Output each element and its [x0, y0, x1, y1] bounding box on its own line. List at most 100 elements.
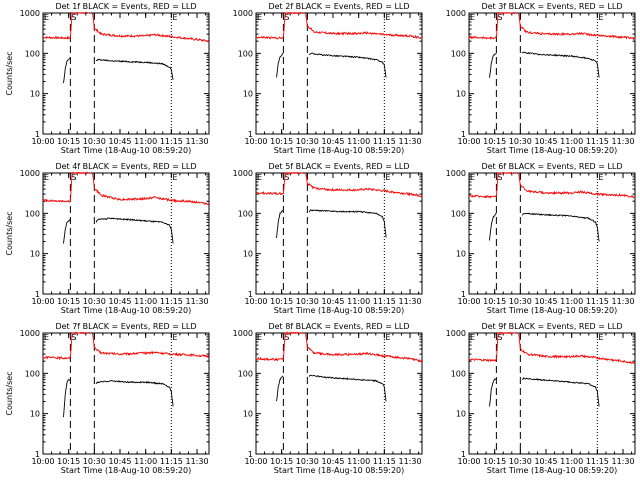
events-series-line	[522, 212, 600, 242]
end-marker: E	[172, 333, 177, 342]
y-tick-label: 100	[451, 49, 466, 58]
events-series-line	[308, 52, 387, 78]
end-marker: E	[385, 333, 390, 342]
events-series-line	[276, 209, 284, 239]
y-tick-label: 1000	[233, 329, 253, 338]
detector-panel: Det 6f BLACK = Events, RED = LLD 1 10 100 10…	[426, 160, 639, 320]
detector-panel: Det 8f BLACK = Events, RED = LLD 1 10 100 10…	[213, 320, 426, 480]
y-tick-label: 1	[248, 450, 253, 459]
chart-svg: Det 7f BLACK = Events, RED = LLD 1 10 100 10…	[5, 322, 210, 475]
y-tick-label: 1000	[233, 169, 253, 178]
chart-title: Det 7f BLACK = Events, RED = LLD	[55, 322, 196, 331]
y-tick-label: 100	[238, 209, 253, 218]
start-marker: S	[497, 13, 502, 22]
x-tick-label: 11:30	[398, 297, 421, 306]
x-tick-label: 10:30	[509, 137, 532, 146]
lld-series-line	[92, 173, 210, 206]
y-tick-label: 10	[30, 410, 40, 419]
events-series-line	[522, 376, 600, 407]
end-marker: E	[257, 333, 262, 342]
y-tick-label: 10	[456, 250, 466, 259]
y-axis-label: Counts/sec	[5, 371, 14, 415]
x-tick-label: 10:30	[509, 297, 532, 306]
events-series-line	[63, 219, 71, 244]
y-tick-label: 1	[461, 450, 466, 459]
plot-frame	[255, 172, 423, 295]
start-marker: S	[284, 173, 289, 182]
events-series-line	[308, 374, 387, 402]
plot-frame	[42, 12, 210, 135]
lld-series-line	[42, 355, 71, 361]
x-tick-label: 11:30	[611, 137, 634, 146]
y-tick-label: 10	[243, 90, 253, 99]
plot-frame	[468, 172, 636, 295]
x-tick-label: 10:15	[57, 297, 80, 306]
end-marker: E	[172, 173, 177, 182]
x-tick-label: 10:15	[270, 297, 293, 306]
chart-title: Det 5f BLACK = Events, RED = LLD	[268, 162, 409, 171]
end-marker: E	[598, 13, 603, 22]
x-tick-label: 10:30	[509, 457, 532, 466]
y-tick-label: 100	[238, 369, 253, 378]
x-tick-label: 10:45	[534, 297, 557, 306]
lld-series-line	[518, 332, 636, 364]
y-tick-label: 100	[238, 49, 253, 58]
chart-svg: Det 8f BLACK = Events, RED = LLD 1 10 100 10…	[233, 322, 423, 475]
y-tick-label: 10	[456, 410, 466, 419]
x-axis-label: Start Time (18-Aug-10 08:59:20)	[487, 306, 618, 315]
chart-svg: Det 9f BLACK = Events, RED = LLD 1 10 100 10…	[446, 322, 636, 475]
lld-series-line	[468, 358, 497, 363]
events-series-line	[63, 379, 71, 418]
x-axis-label: Start Time (18-Aug-10 08:59:20)	[61, 146, 192, 155]
lld-series-line	[255, 190, 284, 196]
x-tick-label: 10:45	[321, 297, 344, 306]
x-tick-label: 10:00	[244, 297, 267, 306]
x-tick-label: 10:15	[483, 137, 506, 146]
detector-panel: Det 7f BLACK = Events, RED = LLD 1 10 100 10…	[0, 320, 213, 480]
detector-panel: Det 5f BLACK = Events, RED = LLD 1 10 100 10…	[213, 160, 426, 320]
x-tick-label: 10:15	[483, 297, 506, 306]
start-marker: S	[71, 13, 76, 22]
x-tick-label: 10:45	[108, 137, 131, 146]
events-series-line	[95, 58, 174, 80]
x-tick-label: 10:45	[321, 137, 344, 146]
y-tick-label: 100	[25, 209, 40, 218]
x-tick-label: 10:00	[31, 457, 54, 466]
end-marker: E	[172, 13, 177, 22]
end-marker: E	[385, 173, 390, 182]
start-marker: S	[71, 173, 76, 182]
lld-series-line	[305, 333, 423, 363]
events-series-line	[95, 217, 174, 244]
chart-title: Det 4f BLACK = Events, RED = LLD	[55, 162, 196, 171]
y-axis-label: Counts/sec	[5, 51, 14, 95]
detector-panel: Det 9f BLACK = Events, RED = LLD 1 10 100 10…	[426, 320, 639, 480]
start-marker: S	[284, 13, 289, 22]
x-tick-label: 11:15	[160, 137, 183, 146]
x-tick-label: 11:30	[185, 457, 208, 466]
y-tick-label: 10	[243, 250, 253, 259]
lld-series-line	[305, 13, 423, 40]
detector-panel: Det 2f BLACK = Events, RED = LLD 1 10 100 10…	[213, 0, 426, 160]
x-tick-label: 11:15	[586, 137, 609, 146]
x-tick-label: 11:00	[134, 137, 157, 146]
x-tick-label: 10:45	[108, 457, 131, 466]
lld-series-line	[42, 198, 71, 203]
chart-svg: Det 1f BLACK = Events, RED = LLD 1 10 100 10…	[5, 2, 210, 155]
x-tick-label: 10:45	[534, 137, 557, 146]
x-tick-label: 10:30	[83, 297, 106, 306]
x-tick-label: 11:30	[398, 457, 421, 466]
y-tick-label: 1000	[446, 9, 466, 18]
lld-series-line	[92, 333, 210, 359]
y-tick-label: 1	[35, 130, 40, 139]
chart-svg: Det 5f BLACK = Events, RED = LLD 1 10 100 10…	[233, 162, 423, 315]
y-tick-label: 1	[35, 290, 40, 299]
x-tick-label: 11:00	[347, 457, 370, 466]
x-tick-label: 10:15	[57, 457, 80, 466]
x-tick-label: 10:00	[244, 137, 267, 146]
y-tick-label: 10	[456, 90, 466, 99]
x-tick-label: 11:00	[134, 457, 157, 466]
chart-title: Det 1f BLACK = Events, RED = LLD	[55, 2, 196, 11]
x-axis-label: Start Time (18-Aug-10 08:59:20)	[274, 466, 405, 475]
events-series-line	[276, 375, 284, 402]
lld-series-line	[495, 331, 516, 361]
